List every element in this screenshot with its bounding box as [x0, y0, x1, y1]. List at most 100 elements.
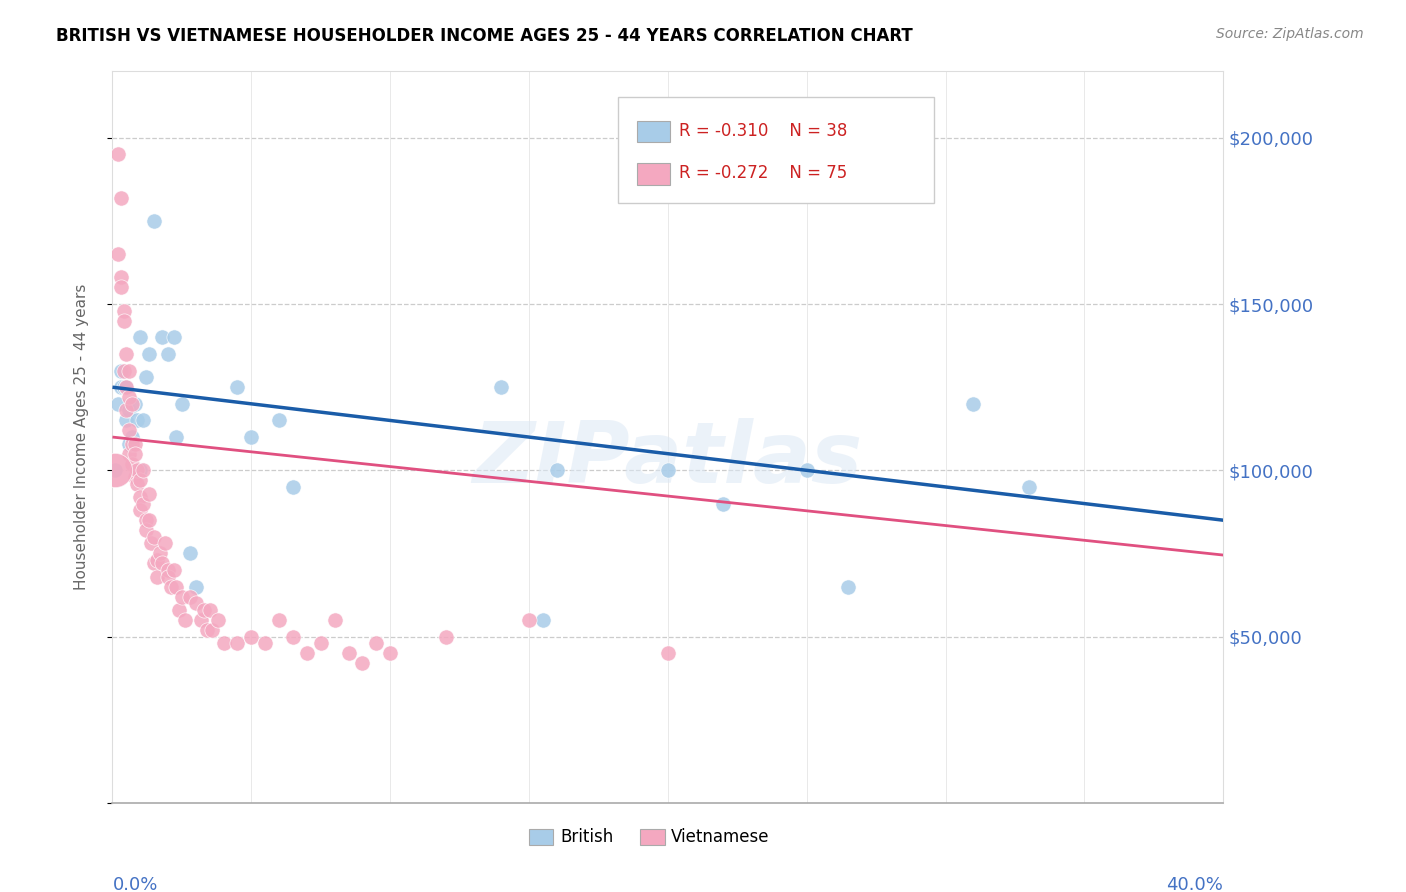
Point [110, 363, 132, 377]
Point [159, 580, 181, 594]
Point [212, 636, 235, 650]
Text: R = -0.272    N = 75: R = -0.272 N = 75 [679, 164, 848, 182]
Point [796, 463, 818, 477]
Point [207, 613, 229, 627]
Point [135, 523, 157, 537]
Point [226, 636, 249, 650]
Point [281, 480, 304, 494]
Point [107, 147, 129, 161]
Y-axis label: Householder Income Ages 25 - 44 years: Householder Income Ages 25 - 44 years [75, 284, 89, 591]
Point [112, 363, 135, 377]
Point [837, 580, 859, 594]
Point [124, 436, 146, 450]
Point [179, 546, 201, 560]
Point [434, 630, 457, 644]
Point [127, 476, 149, 491]
Bar [637, 163, 671, 185]
Point [152, 330, 174, 344]
Point [240, 430, 263, 444]
Text: BRITISH VS VIETNAMESE HOUSEHOLDER INCOME AGES 25 - 44 YEARS CORRELATION CHART: BRITISH VS VIETNAMESE HOUSEHOLDER INCOME… [56, 27, 912, 45]
Point [337, 646, 360, 660]
Point [295, 646, 318, 660]
Point [121, 436, 143, 450]
Point [129, 490, 152, 504]
Point [195, 623, 218, 637]
Point [254, 636, 277, 650]
Point [118, 447, 141, 461]
Point [118, 390, 141, 404]
Point [531, 613, 554, 627]
Point [167, 603, 190, 617]
Point [155, 536, 177, 550]
Point [657, 463, 679, 477]
Point [546, 463, 568, 477]
Point [115, 403, 138, 417]
Point [135, 370, 157, 384]
Point [657, 646, 679, 660]
Point [110, 270, 132, 285]
Point [124, 397, 146, 411]
Point [110, 280, 132, 294]
Point [112, 380, 135, 394]
Point [962, 397, 984, 411]
Point [157, 563, 180, 577]
Point [112, 314, 135, 328]
Point [110, 380, 132, 394]
Point [240, 630, 263, 644]
Point [281, 630, 304, 644]
Point [165, 430, 187, 444]
Point [149, 546, 172, 560]
Point [104, 463, 127, 477]
Point [138, 486, 160, 500]
Point [127, 413, 149, 427]
Point [491, 380, 513, 394]
Point [1018, 480, 1040, 494]
Point [146, 553, 169, 567]
Point [267, 613, 291, 627]
Point [152, 557, 174, 571]
Point [380, 646, 402, 660]
Point [121, 430, 143, 444]
Point [124, 470, 146, 484]
Bar [529, 830, 554, 846]
Point [107, 397, 129, 411]
Point [157, 347, 180, 361]
Point [143, 214, 166, 228]
Point [143, 557, 166, 571]
Point [173, 613, 195, 627]
Point [323, 613, 346, 627]
Point [170, 397, 193, 411]
Text: 0.0%: 0.0% [112, 876, 157, 892]
Point [115, 380, 138, 394]
Point [118, 363, 141, 377]
Point [107, 247, 129, 261]
Point [170, 590, 193, 604]
Point [226, 380, 249, 394]
FancyBboxPatch shape [617, 97, 935, 203]
Point [115, 347, 138, 361]
Point [138, 513, 160, 527]
Point [118, 424, 141, 438]
Text: R = -0.310    N = 38: R = -0.310 N = 38 [679, 121, 848, 140]
Point [179, 590, 201, 604]
Point [162, 330, 184, 344]
Point [118, 436, 141, 450]
Point [366, 636, 388, 650]
Point [146, 570, 169, 584]
Point [132, 413, 155, 427]
Point [115, 380, 138, 394]
Point [184, 596, 207, 610]
Bar [637, 120, 671, 143]
Point [184, 580, 207, 594]
Point [138, 347, 160, 361]
Point [121, 397, 143, 411]
Point [267, 413, 291, 427]
Point [713, 497, 735, 511]
Point [162, 563, 184, 577]
Point [165, 580, 187, 594]
Point [112, 303, 135, 318]
Point [104, 463, 127, 477]
Point [127, 463, 149, 477]
Point [135, 513, 157, 527]
Point [118, 403, 141, 417]
